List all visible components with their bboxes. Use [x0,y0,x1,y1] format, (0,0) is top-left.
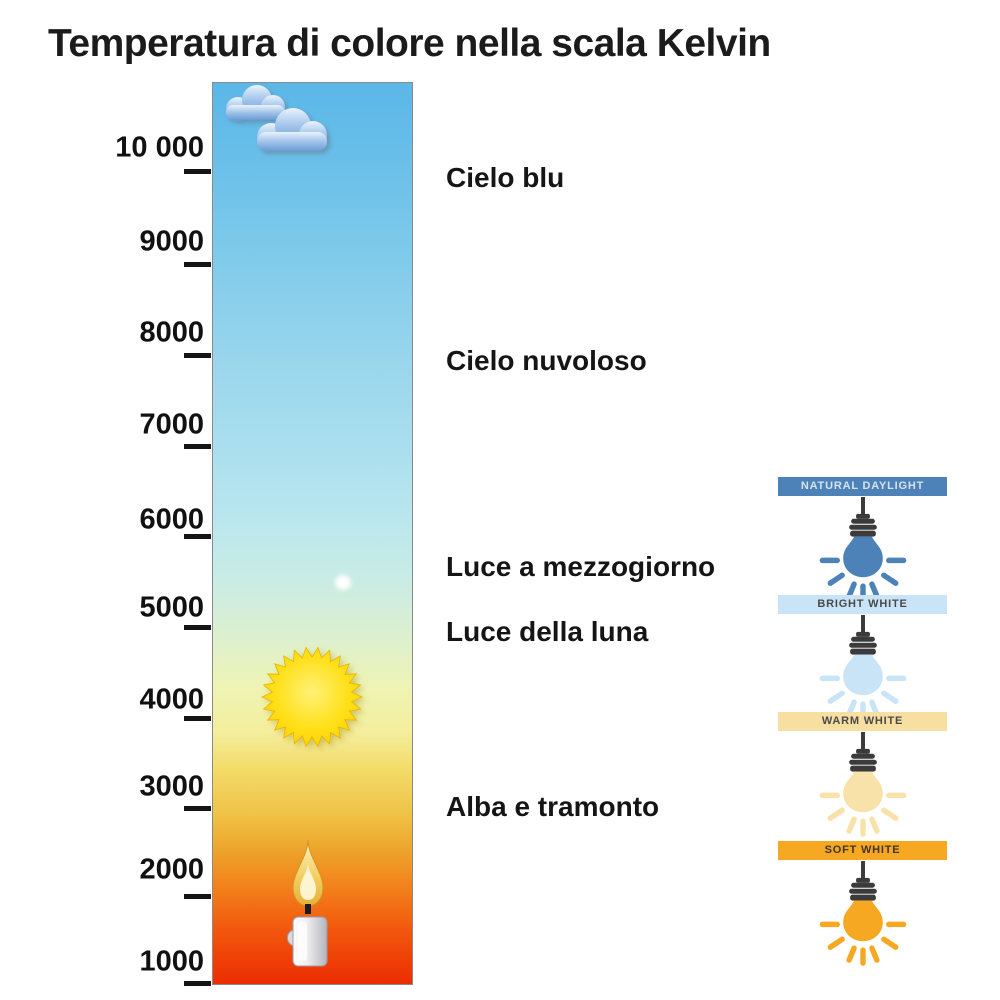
annotation-alba-tramonto: Alba e tramonto [446,791,660,822]
tick-mark [184,625,211,630]
bulb-panel-bright-white: BRIGHT WHITE [778,595,947,720]
tick-mark [184,716,211,721]
scale-label: 9000 [139,225,204,258]
light-bulb-icon [778,497,947,602]
scale-label: 5000 [139,591,204,624]
scale-label: 7000 [139,408,204,441]
scale-label: 6000 [139,503,204,536]
bulb-panel-natural-daylight: NATURAL DAYLIGHT [778,477,947,602]
tick-mark [184,262,211,267]
page-title: Temperatura di colore nella scala Kelvin [48,22,771,65]
annotation-luce-luna: Luce della luna [446,616,649,647]
kelvin-gradient-bar [212,82,413,985]
banner-label: NATURAL DAYLIGHT [778,477,947,496]
annotation-cielo-nuvoloso: Cielo nuvoloso [446,345,647,376]
tick-mark [184,534,211,539]
bulb-panel-warm-white: WARM WHITE [778,712,947,837]
banner-label: SOFT WHITE [778,841,947,860]
tick-mark [184,894,211,899]
banner-label: WARM WHITE [778,712,947,731]
scale-label: 4000 [139,683,204,716]
scale-label: 3000 [139,770,204,803]
tick-mark [184,444,211,449]
sun-icon [261,646,363,748]
clouds-icon [226,85,327,151]
candle-icon [286,839,328,967]
tick-mark [184,353,211,358]
light-bulb-icon [778,861,947,966]
scale-label: 10 000 [115,131,204,164]
banner-label: BRIGHT WHITE [778,595,947,614]
annotation-luce-mezzogiorno: Luce a mezzogiorno [446,551,716,582]
bulb-panel-soft-white: SOFT WHITE [778,841,947,966]
scale-label: 8000 [139,316,204,349]
tick-mark [184,169,211,174]
moon-dot-icon [335,575,351,590]
tick-mark [184,981,211,986]
light-bulb-icon [778,615,947,720]
light-bulb-icon [778,732,947,837]
tick-mark [184,806,211,811]
annotation-cielo-blu: Cielo blu [446,162,565,193]
scale-label: 2000 [139,853,204,886]
scale-label: 1000 [139,945,204,978]
